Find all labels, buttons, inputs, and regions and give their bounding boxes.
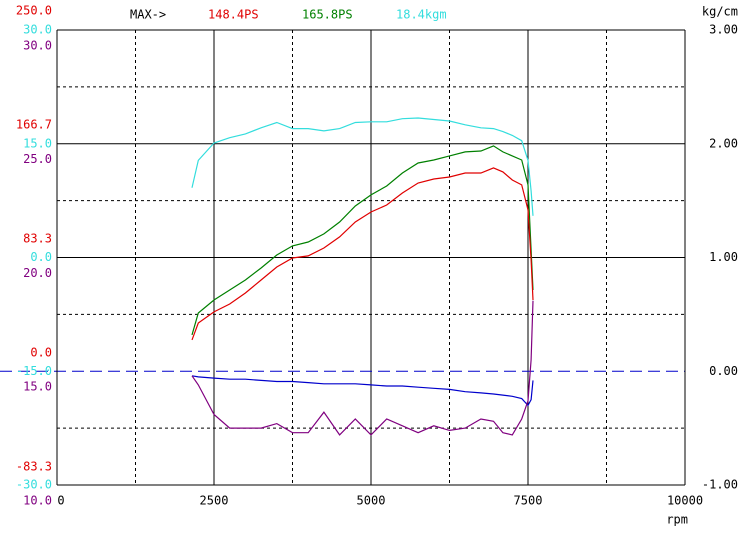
y2-tick-label: 1.00	[709, 250, 738, 264]
y-tick-label: -83.3	[16, 459, 52, 473]
y-tick-label: 15.0	[23, 136, 52, 150]
y-tick-label: 0.0	[30, 345, 52, 359]
y-tick-label: 166.7	[16, 117, 52, 131]
y2-tick-label: 2.00	[709, 136, 738, 150]
header-max: 18.4kgm	[396, 8, 447, 22]
x-tick-label: 5000	[357, 494, 386, 508]
y2-tick-label: 3.00	[709, 23, 738, 37]
y-tick-label: 0.0	[30, 250, 52, 264]
x-tick-label: 7500	[514, 494, 543, 508]
y-tick-label: 20.0	[23, 266, 52, 280]
header-max: 148.4PS	[208, 8, 259, 22]
series-line	[191, 117, 534, 216]
y2-tick-label: 0.00	[709, 364, 738, 378]
y-tick-label: 30.0	[23, 23, 52, 37]
series-line	[191, 145, 534, 336]
y-tick-label: -30.0	[16, 478, 52, 492]
y2-unit: kg/cm	[702, 5, 738, 19]
series-line	[191, 375, 534, 407]
y-tick-label: -15.0	[16, 364, 52, 378]
x-tick-label: 10000	[667, 494, 703, 508]
series-line	[191, 300, 534, 436]
y-tick-label: 250.0	[16, 3, 52, 17]
x-tick-label: 2500	[200, 494, 229, 508]
header-max: 165.8PS	[302, 8, 353, 22]
y-tick-label: 83.3	[23, 231, 52, 245]
series-line	[191, 167, 534, 341]
y-tick-label: 15.0	[23, 380, 52, 394]
x-tick-label: 0	[57, 494, 64, 508]
y-tick-label: 10.0	[23, 493, 52, 507]
header-label: MAX->	[130, 8, 166, 22]
y2-tick-label: -1.00	[702, 478, 738, 492]
x-unit: rpm	[666, 513, 688, 527]
y-tick-label: 30.0	[23, 38, 52, 52]
y-tick-label: 25.0	[23, 152, 52, 166]
